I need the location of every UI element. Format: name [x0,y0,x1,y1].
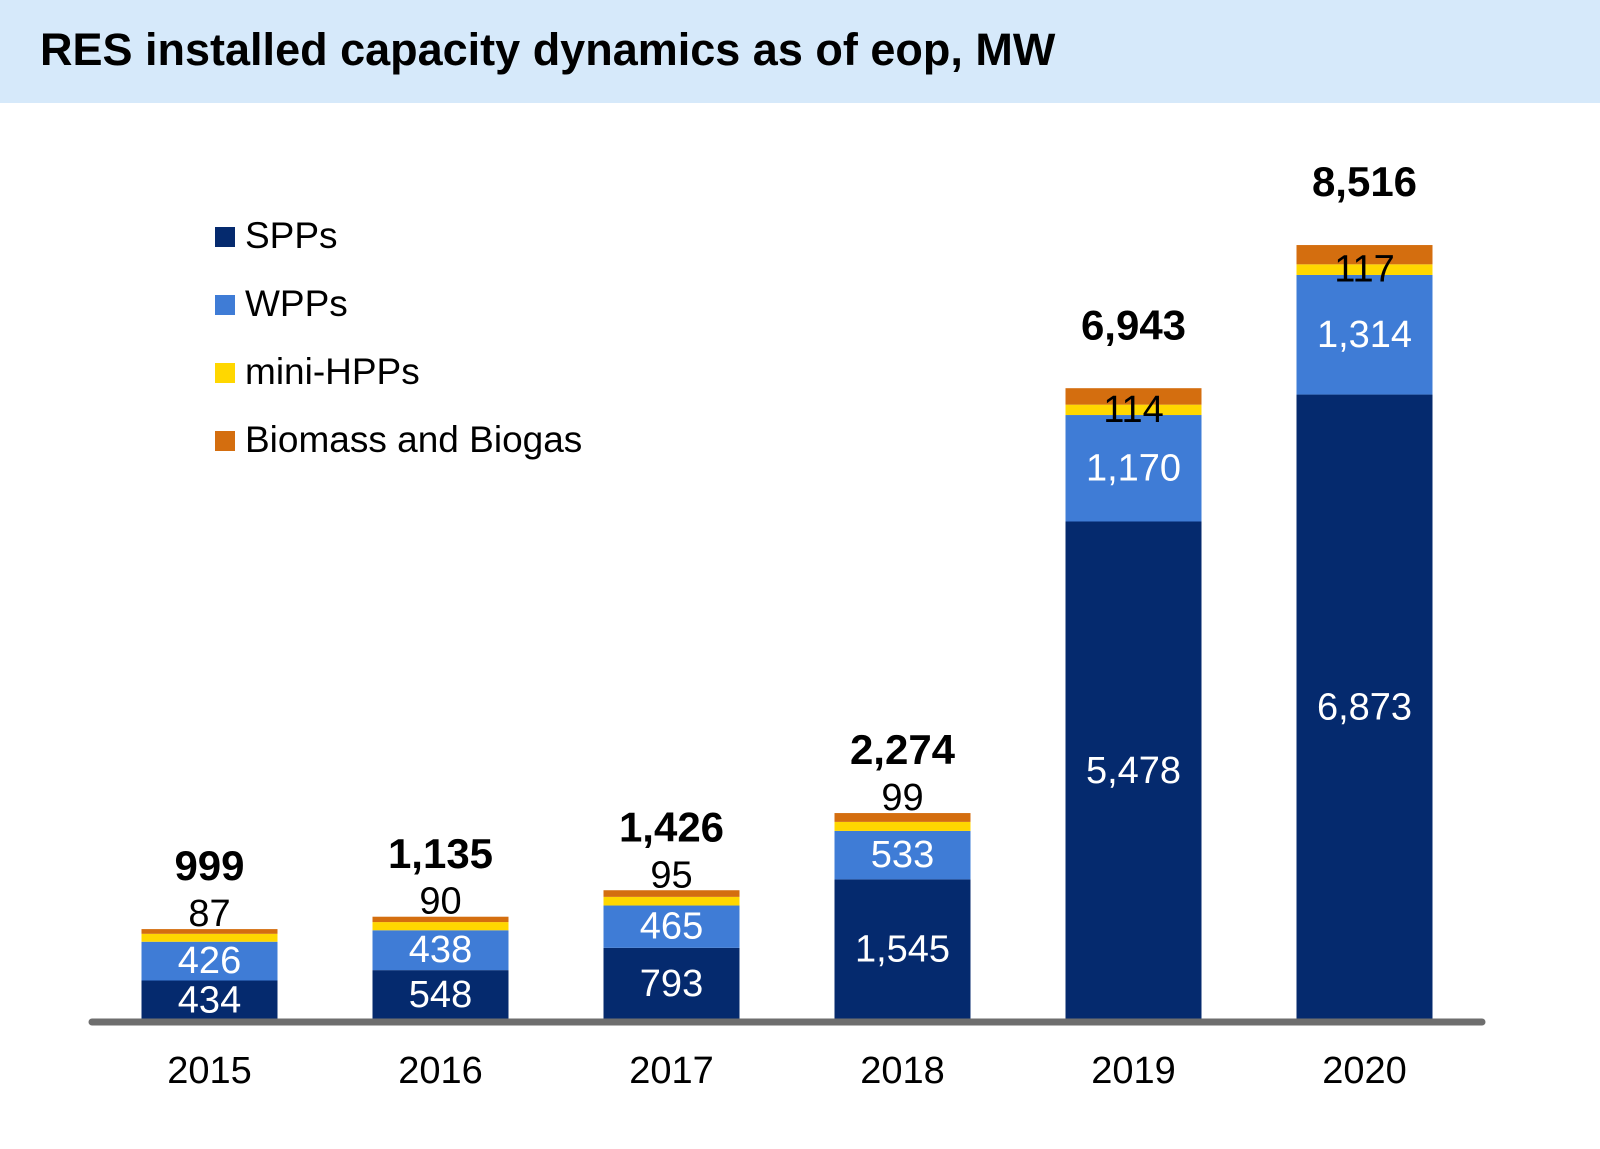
value-label: 5,478 [1086,750,1181,792]
bar-segment [1065,388,1202,405]
bar-segment [372,916,509,923]
legend-label: Biomass and Biogas [245,419,582,460]
value-label: 434 [178,979,241,1021]
bar-segment [603,905,740,948]
bar-segment [834,830,971,880]
bar-segment [141,929,278,934]
value-label: 438 [409,929,472,971]
value-label: 95 [650,854,692,896]
value-label: 426 [178,940,241,982]
value-label: 548 [409,974,472,1016]
bar-segment [1296,264,1433,275]
value-label: 117 [1334,249,1395,291]
value-label: 793 [640,963,703,1005]
legend-label: WPPs [245,283,348,324]
bar-segment [1296,274,1433,395]
total-label: 1,135 [388,830,493,877]
bar-segment [834,813,971,822]
legend-swatch [215,295,235,315]
value-label: 99 [881,777,923,819]
bar-segment [603,896,740,906]
bar-segment [1296,394,1433,1020]
bar-segment [1065,415,1202,522]
value-label: 1,170 [1086,447,1181,489]
legend-label: SPPs [245,215,338,256]
value-label: 114 [1103,389,1164,431]
bar-segment [1065,521,1202,1020]
bar-segment [372,922,509,931]
legend-swatch [215,227,235,247]
value-label: 1,545 [855,929,950,971]
total-label: 6,943 [1081,301,1186,348]
legend-swatch [215,431,235,451]
x-tick-label: 2017 [629,1050,714,1092]
x-tick-label: 2015 [167,1050,252,1092]
total-label: 1,426 [619,803,724,850]
bar-segment [141,941,278,981]
bar-segment [834,879,971,1020]
bar-segment [1296,245,1433,265]
value-label: 533 [871,834,934,876]
value-label: 90 [419,881,461,923]
total-label: 2,274 [850,726,956,773]
bar-segment [603,890,740,897]
bar-segment [372,930,509,971]
legend-label: mini-HPPs [245,351,420,392]
value-label: 1,314 [1317,314,1412,356]
legend-swatch [215,363,235,383]
value-label: 6,873 [1317,686,1412,728]
bar-segment [1065,404,1202,416]
bar-segment [141,933,278,942]
value-label: 465 [640,906,703,948]
bar-segment [372,970,509,1020]
value-label: 87 [188,893,230,935]
title-band [0,0,1600,103]
total-label: 999 [174,842,244,889]
bar-segment [603,947,740,1020]
bar-segment [141,980,278,1020]
chart-title: RES installed capacity dynamics as of eo… [40,24,1056,75]
x-tick-label: 2020 [1322,1050,1407,1092]
x-tick-label: 2016 [398,1050,483,1092]
total-label: 8,516 [1312,158,1417,205]
bar-segment [834,821,971,831]
x-tick-label: 2018 [860,1050,945,1092]
x-tick-label: 2019 [1091,1050,1176,1092]
